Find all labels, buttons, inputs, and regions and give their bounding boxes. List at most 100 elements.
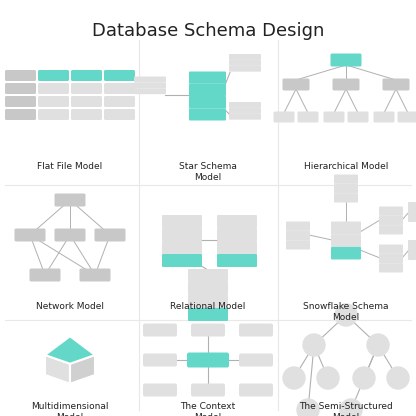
Text: Database Schema Design: Database Schema Design	[92, 22, 324, 40]
FancyBboxPatch shape	[297, 111, 319, 122]
FancyBboxPatch shape	[408, 212, 416, 222]
Text: Snowflake Schema
Model: Snowflake Schema Model	[303, 302, 389, 322]
FancyBboxPatch shape	[334, 174, 358, 184]
FancyBboxPatch shape	[5, 109, 36, 120]
FancyBboxPatch shape	[408, 250, 416, 260]
Polygon shape	[45, 336, 95, 364]
FancyBboxPatch shape	[217, 254, 257, 267]
FancyBboxPatch shape	[143, 354, 177, 366]
Circle shape	[283, 367, 305, 389]
FancyBboxPatch shape	[379, 216, 403, 225]
FancyBboxPatch shape	[38, 96, 69, 107]
FancyBboxPatch shape	[104, 109, 135, 120]
FancyBboxPatch shape	[143, 324, 177, 337]
FancyBboxPatch shape	[71, 83, 102, 94]
FancyBboxPatch shape	[188, 282, 228, 295]
FancyBboxPatch shape	[15, 228, 45, 242]
FancyBboxPatch shape	[134, 88, 166, 94]
Text: Multidimensional
Model: Multidimensional Model	[31, 402, 109, 416]
FancyBboxPatch shape	[71, 96, 102, 107]
FancyBboxPatch shape	[134, 82, 166, 88]
FancyBboxPatch shape	[347, 111, 369, 122]
Circle shape	[367, 334, 389, 356]
FancyBboxPatch shape	[5, 70, 36, 81]
FancyBboxPatch shape	[217, 228, 257, 241]
FancyBboxPatch shape	[188, 308, 228, 321]
FancyBboxPatch shape	[408, 202, 416, 212]
Text: The Context
Model: The Context Model	[181, 402, 235, 416]
FancyBboxPatch shape	[38, 70, 69, 81]
FancyBboxPatch shape	[332, 79, 359, 91]
Text: Hierarchical Model: Hierarchical Model	[304, 162, 388, 171]
FancyBboxPatch shape	[229, 108, 261, 114]
FancyBboxPatch shape	[229, 60, 261, 66]
FancyBboxPatch shape	[331, 221, 361, 234]
FancyBboxPatch shape	[79, 268, 111, 282]
Text: Relational Model: Relational Model	[170, 302, 246, 311]
FancyBboxPatch shape	[187, 352, 229, 367]
FancyBboxPatch shape	[229, 114, 261, 120]
FancyBboxPatch shape	[229, 66, 261, 72]
Circle shape	[335, 304, 357, 326]
FancyBboxPatch shape	[217, 241, 257, 254]
FancyBboxPatch shape	[330, 54, 362, 67]
FancyBboxPatch shape	[282, 79, 310, 91]
FancyBboxPatch shape	[162, 241, 202, 254]
Circle shape	[340, 399, 362, 416]
Polygon shape	[45, 355, 70, 384]
FancyBboxPatch shape	[398, 111, 416, 122]
FancyBboxPatch shape	[143, 384, 177, 396]
FancyBboxPatch shape	[54, 228, 86, 242]
FancyBboxPatch shape	[286, 240, 310, 250]
FancyBboxPatch shape	[104, 96, 135, 107]
Text: Flat File Model: Flat File Model	[37, 162, 103, 171]
FancyBboxPatch shape	[71, 70, 102, 81]
FancyBboxPatch shape	[334, 184, 358, 193]
FancyBboxPatch shape	[104, 83, 135, 94]
FancyBboxPatch shape	[191, 384, 225, 396]
Circle shape	[303, 334, 325, 356]
Polygon shape	[70, 355, 95, 384]
FancyBboxPatch shape	[334, 193, 358, 203]
FancyBboxPatch shape	[188, 269, 228, 282]
FancyBboxPatch shape	[379, 254, 403, 263]
FancyBboxPatch shape	[189, 96, 226, 108]
FancyBboxPatch shape	[217, 215, 257, 228]
FancyBboxPatch shape	[162, 254, 202, 267]
FancyBboxPatch shape	[239, 324, 273, 337]
FancyBboxPatch shape	[38, 109, 69, 120]
FancyBboxPatch shape	[374, 111, 394, 122]
FancyBboxPatch shape	[273, 111, 295, 122]
FancyBboxPatch shape	[189, 108, 226, 121]
FancyBboxPatch shape	[162, 215, 202, 228]
FancyBboxPatch shape	[5, 96, 36, 107]
FancyBboxPatch shape	[54, 193, 86, 206]
FancyBboxPatch shape	[379, 206, 403, 216]
FancyBboxPatch shape	[229, 54, 261, 60]
Circle shape	[317, 367, 339, 389]
FancyBboxPatch shape	[38, 83, 69, 94]
Text: Network Model: Network Model	[36, 302, 104, 311]
FancyBboxPatch shape	[239, 354, 273, 366]
FancyBboxPatch shape	[5, 83, 36, 94]
FancyBboxPatch shape	[382, 79, 409, 91]
FancyBboxPatch shape	[134, 77, 166, 82]
FancyBboxPatch shape	[286, 221, 310, 231]
Circle shape	[387, 367, 409, 389]
FancyBboxPatch shape	[239, 384, 273, 396]
FancyBboxPatch shape	[331, 234, 361, 247]
FancyBboxPatch shape	[162, 228, 202, 241]
FancyBboxPatch shape	[379, 263, 403, 272]
FancyBboxPatch shape	[379, 225, 403, 235]
FancyBboxPatch shape	[286, 231, 310, 240]
FancyBboxPatch shape	[229, 102, 261, 108]
FancyBboxPatch shape	[94, 228, 126, 242]
Circle shape	[297, 399, 319, 416]
Text: Star Schema
Model: Star Schema Model	[179, 162, 237, 182]
FancyBboxPatch shape	[71, 109, 102, 120]
FancyBboxPatch shape	[189, 72, 226, 84]
Circle shape	[353, 367, 375, 389]
FancyBboxPatch shape	[30, 268, 60, 282]
FancyBboxPatch shape	[104, 70, 135, 81]
FancyBboxPatch shape	[189, 84, 226, 96]
